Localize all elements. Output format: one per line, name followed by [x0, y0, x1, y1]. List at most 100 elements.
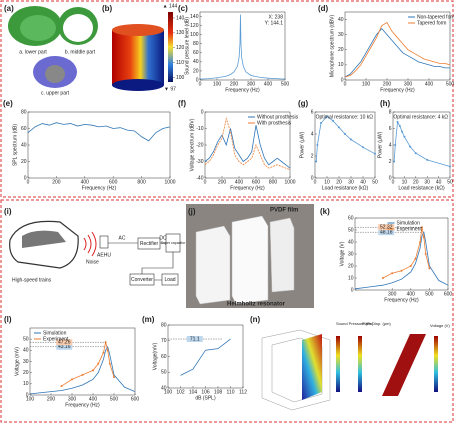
y-tick-label: 20: [23, 370, 29, 376]
x-tick-label: 400: [425, 81, 434, 87]
data-point: [393, 160, 396, 163]
data-line: [199, 14, 286, 80]
diagram-label: High-speed trains: [12, 277, 52, 283]
x-tick-label: 400: [81, 179, 90, 185]
y-tick-label: 60: [21, 126, 27, 132]
x-tick-label: 102: [176, 389, 185, 395]
y-tick-label: 120: [190, 23, 199, 29]
panel-label: (h): [380, 99, 391, 108]
data-line: [344, 22, 451, 78]
x-tick-label: 200: [230, 81, 239, 87]
diagram-label: Noise: [86, 259, 99, 265]
y-tick-label: 60: [348, 215, 354, 221]
colorbar-title: Sound Pressure (Pa): [336, 321, 374, 326]
data-point: [92, 369, 94, 372]
x-tick-label: 30: [424, 179, 430, 185]
y-tick-label: 80: [161, 322, 167, 328]
x-tick-label: 300: [247, 81, 256, 87]
x-tick-label: 0: [392, 179, 395, 185]
x-tick-label: 300: [388, 291, 397, 297]
y-tick-label: 40: [338, 17, 344, 23]
y-tick-label: 30: [23, 359, 29, 365]
data-point: [81, 373, 84, 376]
data-point: [403, 135, 406, 138]
colorbar-tick-label: 100: [176, 75, 185, 81]
y-tick-label: 0: [201, 109, 204, 115]
cavity-diagram: a. lower part b. middle part c. upper pa…: [8, 6, 98, 96]
x-tick-label: 0: [314, 179, 317, 185]
data-line: [27, 122, 171, 142]
data-point: [350, 138, 352, 141]
y-tick-label: 40: [161, 385, 167, 391]
y-tick-label: 0: [196, 77, 199, 83]
y-axis-label: Voltage spectrum (dBV): [189, 118, 195, 171]
data-line: [354, 230, 449, 290]
x-tick-label: 500: [281, 81, 290, 87]
peak-box: [378, 224, 395, 231]
peak-box: [56, 339, 73, 346]
photo-label: PVDF film: [270, 208, 298, 214]
panel-frame: [0, 0, 454, 198]
x-tick-label: 500: [110, 396, 119, 402]
data-point: [60, 385, 63, 388]
diagram-label: Super capacitor: [161, 241, 186, 245]
annotation: Optimal resistance: 10 kΩ: [316, 114, 374, 120]
data-point: [315, 160, 318, 163]
panel-label: (f): [178, 99, 186, 108]
x-tick-label: 600: [252, 179, 261, 185]
y-tick-label: 80: [193, 41, 199, 47]
y-tick-label: 30: [338, 32, 344, 38]
x-axis-label: Frequency (Hz): [384, 297, 419, 303]
plot-frame: [344, 11, 451, 81]
data-line: [29, 345, 136, 395]
y-tick-label: 2: [389, 159, 392, 165]
y-tick-label: 0: [26, 392, 29, 398]
y-tick-label: 70: [161, 338, 167, 344]
x-tick-label: 200: [52, 179, 61, 185]
y-tick-label: 100: [190, 32, 199, 38]
peak-label: 52.32: [380, 225, 393, 231]
x-axis-label: dB (SPL): [195, 395, 216, 401]
x-tick-label: 800: [137, 179, 146, 185]
peak-label: 47.26: [58, 340, 71, 346]
y-axis-label: Voltage (V): [339, 241, 345, 266]
x-tick-label: 0: [344, 81, 347, 87]
data-point: [381, 277, 384, 279]
annotation: Y: 144.1: [265, 20, 284, 26]
data-point: [428, 267, 431, 270]
x-axis-label: Frequency (Hz): [380, 87, 415, 93]
diagram-label: DC: [159, 235, 167, 241]
x-tick-label: 800: [269, 179, 278, 185]
legend-label: Simulation: [397, 220, 421, 226]
data-point: [414, 257, 417, 260]
x-tick-label: 400: [407, 291, 416, 297]
x-tick-label: 600: [109, 179, 118, 185]
x-tick-label: 30: [348, 179, 354, 185]
x-tick-label: 100: [26, 396, 35, 402]
legend-label: Experiment: [397, 226, 423, 232]
x-tick-label: 0: [204, 179, 207, 185]
data-point: [104, 341, 107, 344]
x-tick-label: 600: [444, 291, 453, 297]
legend-label: With prosthesis: [257, 120, 292, 126]
x-tick-label: 400: [264, 81, 273, 87]
plot-frame: [314, 111, 376, 179]
y-tick-label: 20: [348, 263, 354, 269]
data-point: [374, 152, 376, 155]
data-point: [316, 144, 319, 146]
x-tick-label: 500: [446, 81, 454, 87]
x-tick-label: 40: [360, 179, 366, 185]
panel-label: (m): [142, 315, 155, 324]
data-point: [344, 133, 346, 135]
x-tick-label: 200: [218, 179, 227, 185]
x-tick-label: 110: [227, 389, 235, 395]
y-axis-label: Sound pressure level (dB): [184, 17, 190, 75]
part-label: a. lower part: [19, 49, 47, 55]
part-label: b. middle part: [65, 49, 96, 55]
y-tick-label: 40: [348, 239, 354, 245]
x-tick-label: 100: [213, 81, 222, 87]
peak-label: 71.1: [190, 336, 200, 342]
colorbar-tick-label: 130: [176, 30, 185, 36]
cylinder-field: ▲ 144 ▼ 97: [112, 3, 178, 92]
